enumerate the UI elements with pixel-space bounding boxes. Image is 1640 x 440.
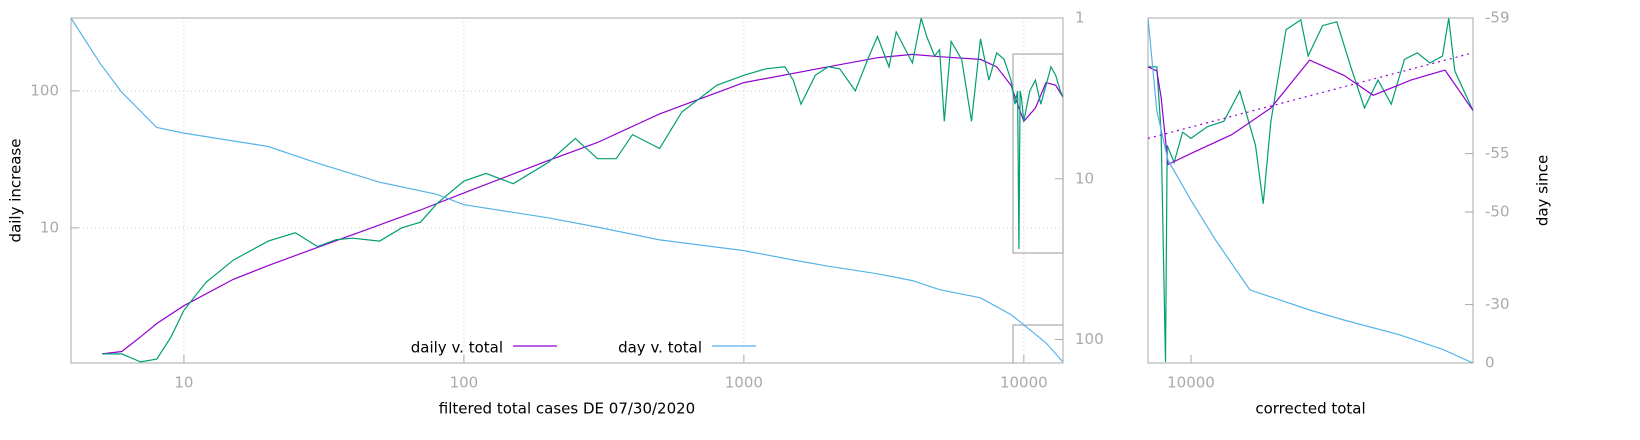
legend-label: day v. total [618, 339, 702, 357]
zoom-bracket [1012, 324, 1063, 363]
y2-tick-label: -59 [1485, 9, 1510, 27]
series-line [1148, 18, 1473, 363]
y2-axis-label: day since [1534, 155, 1552, 226]
series-line [1148, 52, 1473, 139]
zoom-box [1012, 53, 1064, 254]
series-line [102, 53, 1063, 355]
x-tick-label: 10 [174, 374, 193, 392]
plot-area [71, 18, 1063, 363]
y2-tick-label: 0 [1485, 354, 1495, 372]
series-line [1148, 59, 1473, 166]
y2-tick-label: 1 [1075, 9, 1085, 27]
y2-tick-label: 100 [1075, 330, 1104, 348]
plot-frame [70, 17, 1064, 364]
y-tick-label: 100 [30, 81, 59, 99]
y2-tick-label: -30 [1485, 295, 1510, 313]
series-line [102, 18, 1063, 363]
y-axis-label: daily increase [7, 139, 25, 243]
x-axis-label: corrected total [1255, 400, 1365, 418]
y2-tick-label: 10 [1075, 169, 1094, 187]
plot-frame [1147, 17, 1474, 364]
x-tick-label: 100 [450, 374, 479, 392]
series-line [71, 18, 1063, 363]
x-tick-label: 10000 [1167, 374, 1215, 392]
x-tick-label: 10000 [1000, 374, 1048, 392]
y2-tick-label: -50 [1485, 203, 1510, 221]
x-axis-label: filtered total cases DE 07/30/2020 [439, 400, 695, 418]
series-line [1148, 18, 1473, 362]
legend-label: daily v. total [411, 339, 503, 357]
y-tick-label: 10 [40, 218, 59, 236]
plot-area [1148, 18, 1473, 363]
x-tick-label: 1000 [725, 374, 763, 392]
y2-tick-label: -55 [1485, 144, 1510, 162]
